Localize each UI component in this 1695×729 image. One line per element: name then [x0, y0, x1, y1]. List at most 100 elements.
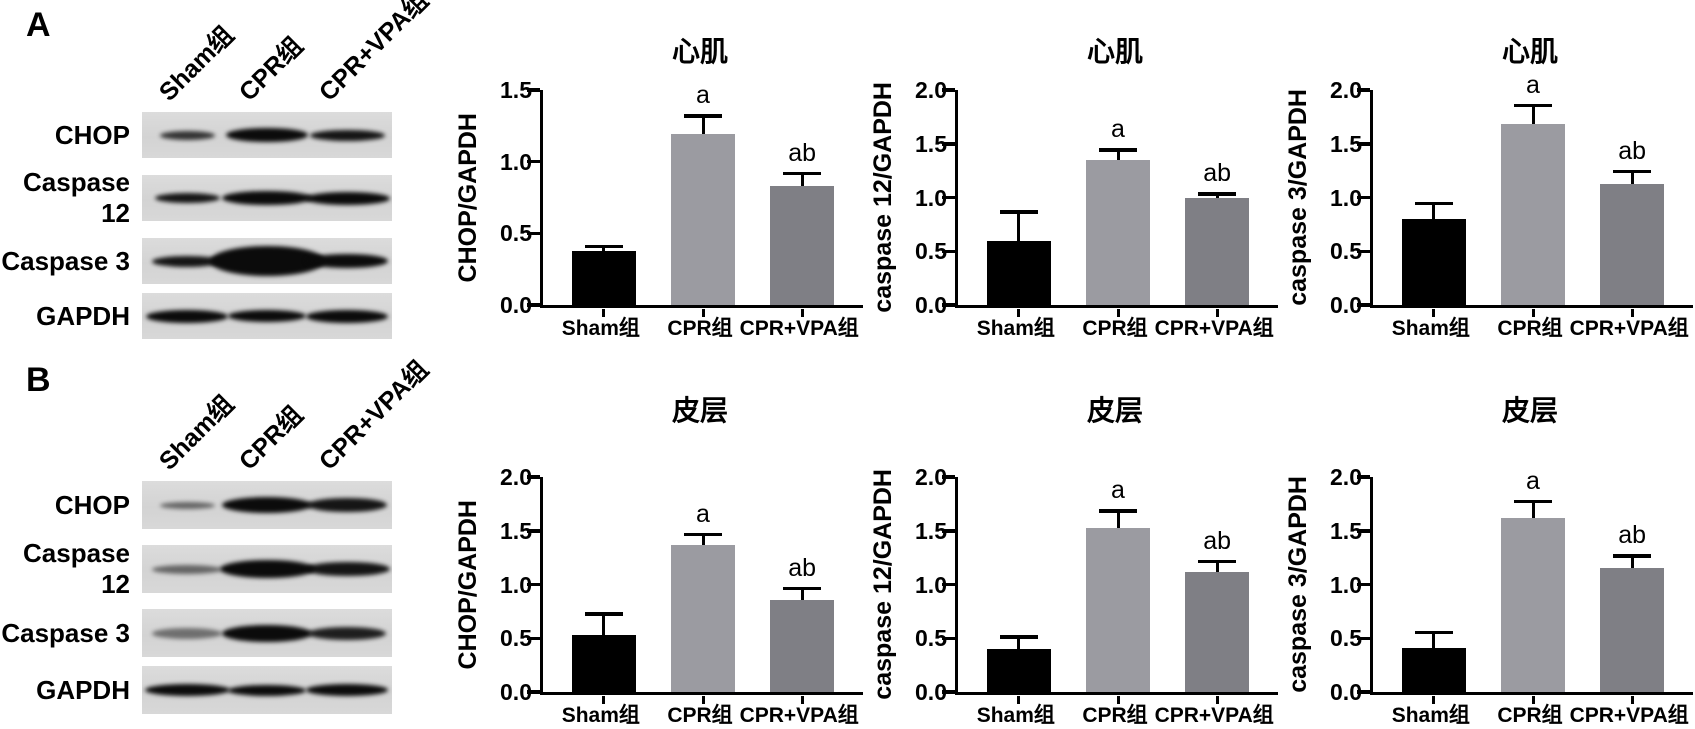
x-tick-mark: [1017, 309, 1021, 317]
blot-band: [305, 309, 389, 323]
x-tick-mark: [1215, 309, 1219, 317]
chart-b-caspase3: 皮层 caspase 3/GAPDH 0.0 0.5 1.0 1.5 2.0 a ab Sham组…: [1280, 345, 1695, 727]
blot-row-label: GAPDH: [36, 300, 130, 331]
blot-band: [144, 684, 230, 696]
y-tick-label: 1.0: [500, 148, 532, 175]
y-tick-label: 1.0: [1330, 184, 1362, 211]
y-tick-label: 1.5: [915, 517, 947, 544]
western-blot-image-a: Sham组 CPR组 CPR+VPA组 CHOP Caspase 12 Caspase 3…: [0, 0, 450, 345]
y-tick-label: 0.5: [915, 625, 947, 652]
y-tick-mark: [1357, 142, 1370, 146]
y-tick-label: 1.5: [1330, 517, 1362, 544]
y-tick-mark: [527, 475, 540, 479]
blot-band: [222, 191, 312, 205]
chart-area: caspase 3/GAPDH 0.0 0.5 1.0 1.5 2.0 a ab: [1280, 464, 1695, 705]
y-tick-label: 0.0: [1330, 679, 1362, 705]
blot-band: [228, 684, 306, 696]
bar-1: [986, 240, 1051, 305]
y-tick-label: 2.0: [1330, 464, 1362, 490]
y-tick-mark: [527, 636, 540, 640]
y-axis-label: caspase 3/GAPDH: [1280, 476, 1316, 693]
error-bar-cap: [999, 635, 1038, 639]
y-tick-mark: [1357, 636, 1370, 640]
blot-row: CHOP: [0, 112, 450, 158]
y-tick-mark: [527, 231, 540, 236]
error-bar-cap: [1198, 192, 1237, 196]
y-axis-label-text: caspase 3/GAPDH: [1283, 476, 1312, 693]
bar-3: [1600, 183, 1665, 305]
x-category-label: CPR+VPA组: [1569, 704, 1689, 727]
x-category-label: CPR+VPA组: [1154, 704, 1274, 727]
y-tick-label: 1.0: [1330, 571, 1362, 598]
x-axis-labels: Sham组 CPR组 CPR+VPA组: [540, 695, 860, 729]
error-bar-cap: [1099, 509, 1137, 513]
x-tick-mark: [602, 309, 606, 317]
y-tick-mark: [527, 303, 540, 307]
error-bar-cap: [783, 171, 822, 176]
y-tick-label: 0.0: [915, 292, 947, 318]
chart-area: CHOP/GAPDH 0.0 0.5 1.0 1.5 2.0 a ab: [450, 464, 865, 705]
plot-area: a ab: [942, 475, 1278, 704]
error-bar-cap: [1414, 630, 1453, 635]
significance-label: a: [696, 81, 710, 110]
blot-row-label: Caspase 3: [1, 245, 130, 276]
y-tick-mark: [1357, 475, 1370, 479]
y-tick-label: 0.0: [500, 679, 532, 705]
y-tick-mark: [942, 88, 955, 92]
y-axis: 0.0 0.5 1.0 1.5 2.0: [1316, 77, 1370, 318]
blot-band: [152, 627, 222, 639]
y-tick-label: 0.0: [915, 679, 947, 705]
blot-row-label: GAPDH: [36, 674, 130, 705]
blot-row: Caspase 3: [0, 238, 450, 284]
y-axis: 0.0 0.5 1.0 1.5 2.0: [901, 77, 955, 318]
y-tick-mark: [1357, 582, 1370, 587]
y-axis-label-text: caspase 3/GAPDH: [1283, 89, 1312, 306]
x-category-label: CPR组: [1497, 704, 1563, 727]
blot-strip: [142, 609, 392, 657]
panel-a-label: A: [26, 6, 51, 44]
blot-band: [222, 624, 312, 642]
y-tick-label: 2.0: [915, 464, 947, 490]
x-axis-labels: Sham组 CPR组 CPR+VPA组: [955, 695, 1275, 729]
y-axis-label: caspase 12/GAPDH: [865, 469, 901, 700]
y-tick-label: 2.0: [500, 464, 532, 490]
error-bar-cap: [1514, 103, 1552, 108]
blot-band: [152, 255, 222, 267]
error-bar-cap: [1514, 499, 1552, 504]
bar-2: [1501, 124, 1565, 305]
plot-area: a ab: [942, 88, 1278, 317]
error-bar-cap: [999, 210, 1038, 214]
bar-3: [770, 599, 835, 692]
x-tick-mark: [1116, 309, 1120, 317]
x-category-label: CPR+VPA组: [1569, 317, 1689, 340]
y-tick-label: 0.5: [915, 238, 947, 265]
blot-band: [304, 562, 390, 576]
bar-1: [571, 635, 636, 692]
y-tick-mark: [942, 582, 955, 587]
lane-labels: Sham组 CPR组 CPR+VPA组: [0, 355, 450, 477]
significance-label: ab: [788, 138, 817, 167]
x-axis-labels: Sham组 CPR组 CPR+VPA组: [955, 308, 1275, 342]
x-tick-mark: [1630, 309, 1634, 317]
y-axis-label-text: CHOP/GAPDH: [453, 499, 482, 670]
chart-a-chop: 心肌 CHOP/GAPDH 0.0 0.5 1.0 1.5 a ab Sham组 CPR组 CPR+…: [450, 0, 865, 345]
y-axis-label: CHOP/GAPDH: [450, 90, 486, 305]
blot-band: [304, 191, 390, 205]
error-bar-cap: [1198, 559, 1237, 564]
y-tick-label: 0.0: [1330, 292, 1362, 318]
significance-label: ab: [1203, 526, 1232, 555]
x-category-label: CPR+VPA组: [1154, 317, 1274, 340]
significance-label: a: [1526, 466, 1540, 495]
blot-row: Caspase 3: [0, 609, 450, 657]
chart-title: 皮层: [1501, 395, 1558, 426]
bar-3: [770, 186, 835, 305]
chart-b-chop: 皮层 CHOP/GAPDH 0.0 0.5 1.0 1.5 2.0 a ab Sham组 CPR组 C…: [450, 345, 865, 729]
y-tick-label: 1.5: [500, 77, 532, 103]
y-tick-label: 1.0: [915, 571, 947, 598]
blot-row: GAPDH: [0, 666, 450, 714]
error-bar-cap: [1099, 148, 1137, 152]
error-bar-cap: [1414, 201, 1453, 206]
x-category-label: CPR组: [1082, 317, 1148, 340]
significance-label: a: [696, 499, 710, 528]
y-axis: 0.0 0.5 1.0 1.5 2.0: [901, 464, 955, 705]
